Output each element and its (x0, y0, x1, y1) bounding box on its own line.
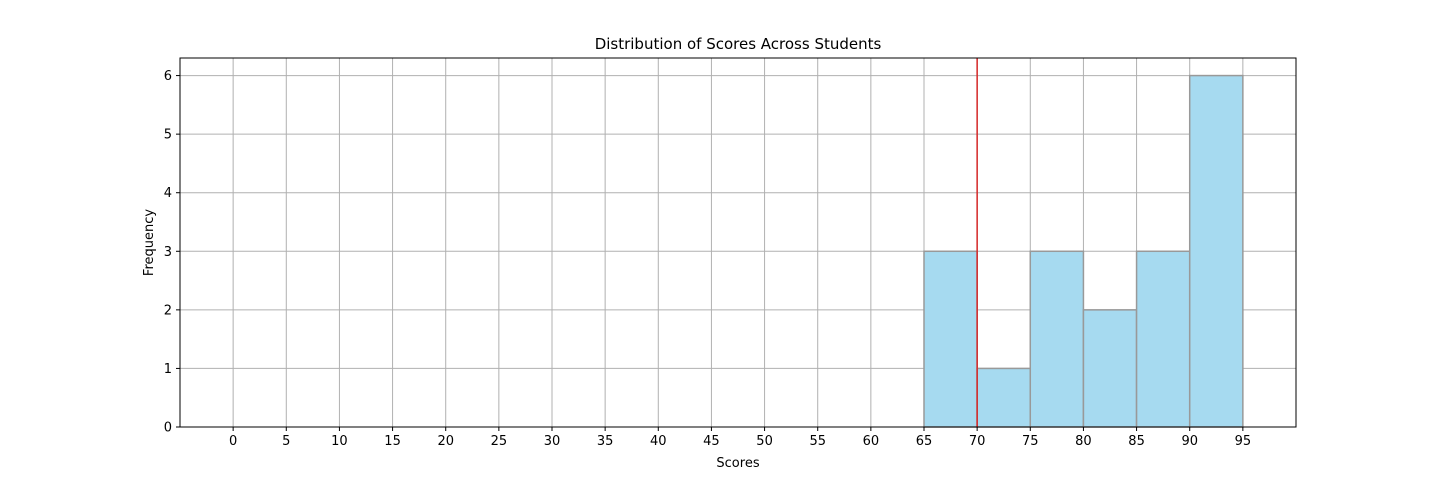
y-ticks-layer: 0 1 2 3 4 5 6 (164, 69, 180, 436)
histogram-bar-65-70 (923, 250, 978, 428)
y-tick-label: 2 (164, 303, 172, 318)
x-axis-title: Scores (716, 456, 759, 471)
x-tick-label: 45 (703, 434, 720, 449)
x-tick-label: 85 (1128, 434, 1145, 449)
x-tick-label: 55 (809, 434, 826, 449)
y-tick-label: 5 (164, 128, 172, 143)
y-tick-label: 4 (164, 186, 172, 201)
x-tick-label: 20 (437, 434, 454, 449)
bars-layer (923, 74, 1244, 428)
x-tick-label: 5 (282, 434, 290, 449)
y-tick-label: 6 (164, 69, 172, 84)
y-tick-label: 1 (164, 362, 172, 377)
x-tick-label: 30 (544, 434, 561, 449)
x-tick-label: 90 (1181, 434, 1198, 449)
x-tick-label: 0 (229, 434, 237, 449)
x-tick-label: 35 (597, 434, 614, 449)
histogram-bar-80-85 (1082, 309, 1138, 428)
x-tick-label: 60 (863, 434, 880, 449)
plot-frame (179, 57, 1297, 428)
x-tick-label: 65 (916, 434, 933, 449)
x-tick-label: 10 (331, 434, 348, 449)
x-tick-label: 80 (1075, 434, 1092, 449)
chart-title: Distribution of Scores Across Students (595, 35, 882, 53)
x-tick-label: 40 (650, 434, 667, 449)
histogram-bar-85-90 (1135, 250, 1191, 428)
x-ticks-layer: 0 5 10 15 20 25 30 35 40 45 50 55 60 65 70 75 80 85 90 95 (229, 427, 1251, 449)
histogram-bar-90-95 (1188, 74, 1244, 428)
x-tick-label: 15 (384, 434, 401, 449)
x-tick-label: 50 (756, 434, 773, 449)
y-tick-label: 3 (164, 245, 172, 260)
histogram-bar-75-80 (1029, 250, 1085, 428)
y-axis-title: Frequency (142, 209, 157, 276)
x-tick-label: 25 (491, 434, 508, 449)
y-tick-label: 0 (164, 421, 172, 436)
x-tick-label: 75 (1022, 434, 1039, 449)
x-tick-label: 70 (969, 434, 986, 449)
x-tick-label: 95 (1235, 434, 1252, 449)
histogram-bar-70-75 (976, 367, 1032, 428)
